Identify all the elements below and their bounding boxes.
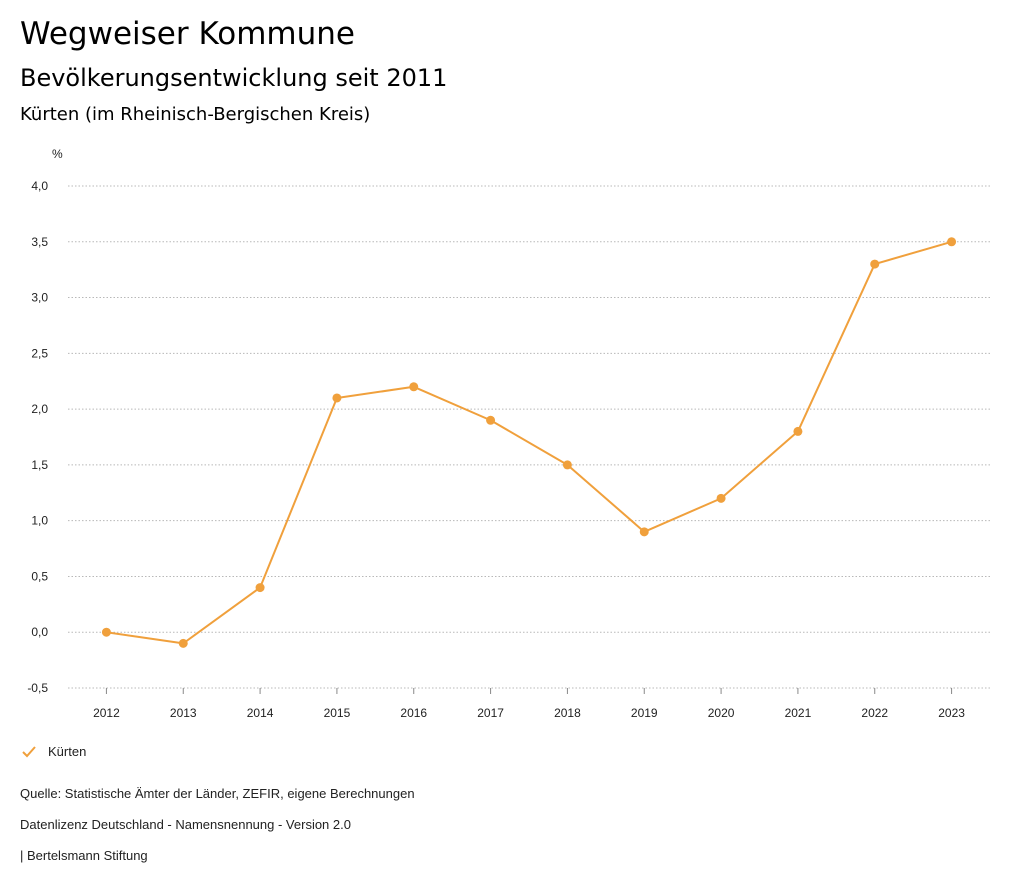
- y-tick-label: 0,0: [31, 625, 48, 639]
- publisher-note: | Bertelsmann Stiftung: [20, 848, 148, 863]
- data-point: [486, 415, 496, 425]
- data-point: [562, 460, 572, 470]
- data-point: [332, 393, 342, 403]
- y-tick-label: 0,5: [31, 569, 48, 583]
- y-tick-label: 3,5: [31, 235, 48, 249]
- y-tick-label: 1,5: [31, 458, 48, 472]
- data-point: [639, 527, 649, 537]
- x-tick-label: 2014: [247, 706, 274, 720]
- y-tick-label: 1,0: [31, 514, 48, 528]
- x-tick-label: 2022: [861, 706, 888, 720]
- x-tick-label: 2018: [554, 706, 581, 720]
- x-tick-label: 2015: [324, 706, 351, 720]
- x-tick-label: 2023: [938, 706, 965, 720]
- check-icon: [22, 745, 36, 757]
- data-point: [947, 237, 957, 247]
- series-kuerten: [101, 237, 957, 648]
- data-point: [716, 493, 726, 503]
- x-tick-label: 2012: [93, 706, 120, 720]
- region-label: Kürten (im Rheinisch-Bergischen Kreis): [20, 104, 371, 125]
- data-point: [178, 638, 188, 648]
- x-tick-label: 2019: [631, 706, 658, 720]
- license-note: Datenlizenz Deutschland - Namensnennung …: [20, 817, 351, 832]
- y-tick-label: -0,5: [27, 681, 48, 695]
- x-tick-label: 2016: [400, 706, 427, 720]
- x-tick-label: 2021: [785, 706, 812, 720]
- line-chart: %4,03,53,02,52,01,51,00,50,0-0,5 2012 201…: [27, 147, 990, 720]
- data-point: [255, 583, 265, 593]
- series-line: [106, 240, 952, 645]
- legend[interactable]: Kürten: [22, 744, 86, 759]
- page-title: Wegweiser Kommune: [20, 16, 355, 52]
- y-tick-label: 4,0: [31, 179, 48, 193]
- data-point: [870, 259, 880, 269]
- y-tick-label: 3,0: [31, 291, 48, 305]
- chart-grid: [68, 185, 990, 689]
- data-point: [101, 627, 111, 637]
- x-tick-label: 2013: [170, 706, 197, 720]
- data-point: [793, 426, 803, 436]
- x-axis: 2012 2013 2014 2015 2016 2017 2018 2019 2020 2021…: [93, 688, 965, 720]
- legend-label: Kürten: [48, 744, 87, 759]
- source-note: Quelle: Statistische Ämter der Länder, Z…: [20, 786, 415, 801]
- data-point: [409, 382, 419, 392]
- y-tick-label: 2,5: [31, 346, 48, 360]
- y-axis: % 4,0 3,5 3,0 2,5 2,0 1,5 1,0 0,5 0,0 -0,5: [27, 147, 63, 695]
- y-tick-label: 2,0: [31, 402, 48, 416]
- y-axis-label: %: [52, 147, 63, 161]
- chart-subtitle: Bevölkerungsentwicklung seit 2011: [20, 64, 448, 92]
- x-tick-label: 2020: [708, 706, 735, 720]
- x-tick-label: 2017: [477, 706, 504, 720]
